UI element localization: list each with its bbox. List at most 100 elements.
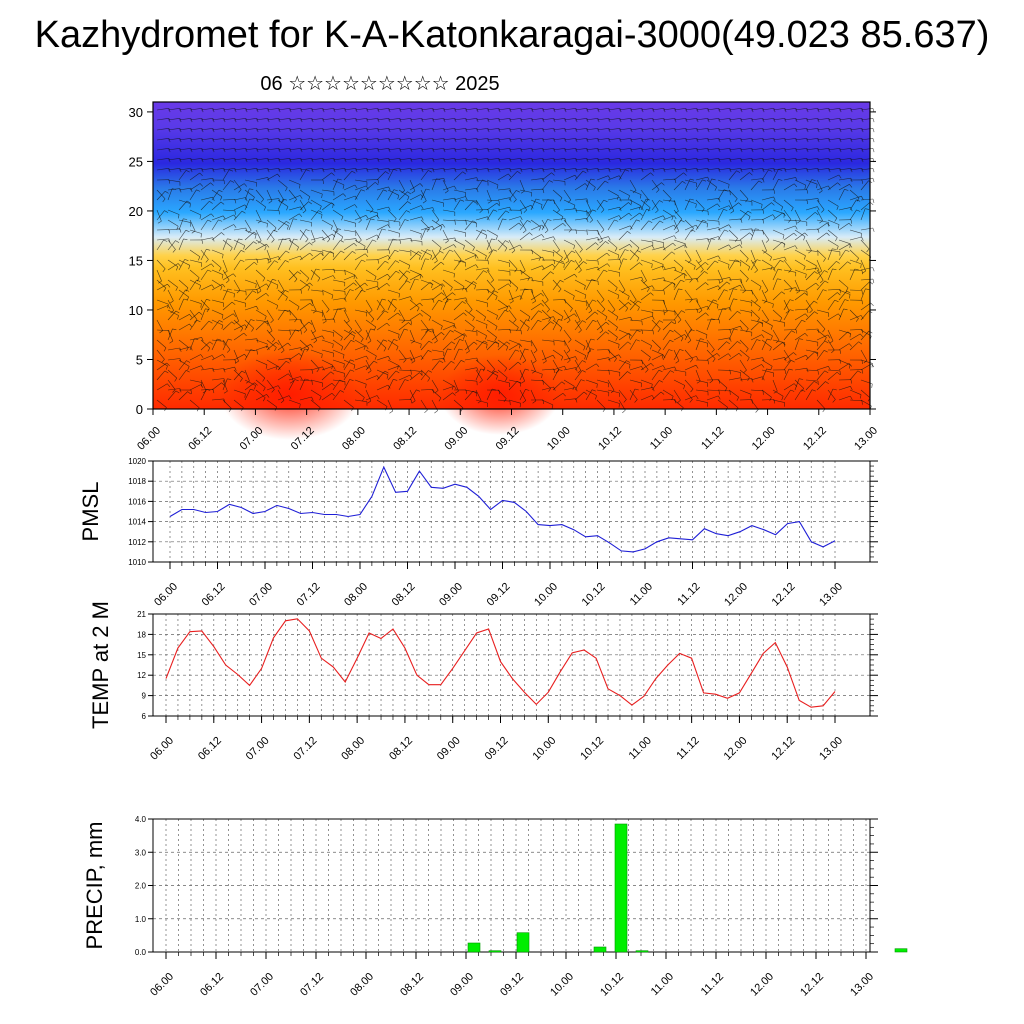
wind-barb-flag (482, 179, 487, 182)
wind-barb-flag (165, 190, 169, 194)
wind-barb-flag (445, 240, 449, 244)
wind-barb (838, 189, 845, 201)
wind-barb-flag (366, 158, 369, 163)
wind-barb (211, 168, 224, 171)
wind-barb (365, 108, 378, 111)
wind-barb (783, 158, 796, 161)
wind-barb-flag (682, 181, 686, 184)
wind-barb (761, 239, 767, 252)
wind-barb (244, 188, 250, 201)
wind-barb (596, 389, 609, 393)
wind-barb-flag (234, 366, 237, 371)
wind-barb (706, 299, 719, 305)
wind-barb-flag (331, 382, 335, 387)
wind-barb (178, 370, 187, 381)
wind-barb (618, 302, 629, 311)
wind-barb (805, 212, 816, 221)
wind-barb (684, 138, 697, 141)
wind-barb (838, 308, 844, 321)
wind-barb (651, 200, 660, 211)
wind-barb-flag (558, 319, 563, 321)
wind-barb-flag (275, 341, 280, 345)
wind-barb (662, 266, 675, 271)
wind-barb-flag (801, 319, 806, 323)
wind-barb (442, 185, 455, 191)
wind-barb-flag (270, 319, 274, 324)
wind-barb (717, 379, 728, 389)
wind-barb (321, 168, 334, 171)
wind-barb-flag (652, 330, 654, 335)
wind-barb-flag (597, 128, 600, 133)
wind-barb-flag (857, 370, 862, 374)
wind-barb (233, 179, 242, 190)
wind-barb (244, 118, 257, 121)
wind-barb (178, 170, 187, 181)
wind-barb (178, 279, 189, 289)
wind-barb-flag (388, 168, 391, 173)
wind-barb (211, 138, 224, 141)
wind-barb (431, 389, 442, 399)
wind-barb (673, 138, 686, 141)
wind-barb (827, 199, 839, 207)
wind-barb (486, 108, 499, 111)
wind-barb-flag (793, 352, 797, 356)
wind-barb (618, 299, 629, 309)
wind-barb-flag (352, 331, 356, 334)
wind-barb (288, 189, 297, 200)
wind-barb (794, 148, 807, 151)
wind-barb (332, 269, 346, 272)
wind-barb-flag (168, 148, 171, 153)
wind-barb-flag (340, 250, 345, 254)
wind-barb (772, 357, 785, 361)
wind-barb (794, 232, 805, 241)
wind-barb-flag (211, 355, 215, 360)
wind-barb (728, 138, 741, 141)
wind-barb (585, 389, 597, 396)
wind-barb-flag (599, 330, 604, 334)
wind-barb-flag (740, 158, 743, 163)
wind-barb (288, 369, 294, 382)
wind-barb-flag (231, 321, 236, 325)
wind-barb (706, 339, 715, 350)
wind-barb (673, 399, 684, 408)
wind-barb-flag (845, 287, 849, 292)
wind-barb (574, 138, 587, 141)
wind-barb (354, 282, 365, 291)
wind-barb-flag (617, 254, 620, 259)
wind-barb (574, 183, 586, 191)
wind-barb-flag (839, 118, 842, 123)
wind-barb-flag (522, 360, 526, 364)
wind-barb-flag (300, 158, 303, 163)
wind-barb (288, 195, 301, 201)
wind-barb (541, 271, 551, 281)
wind-barb (398, 357, 411, 361)
wind-barb-flag (487, 168, 490, 173)
wind-barb-flag (850, 118, 853, 123)
wind-barb (409, 108, 422, 111)
wind-barb-flag (545, 299, 549, 304)
wind-barb (849, 209, 857, 221)
wind-barb (288, 239, 299, 248)
wind-barb-flag (432, 138, 435, 143)
wind-barb (596, 263, 608, 271)
wind-barb-flag (285, 250, 290, 254)
wind-barb-flag (693, 265, 696, 270)
wind-barb-flag (377, 158, 380, 163)
wind-barb-flag (795, 138, 798, 143)
wind-barb (849, 158, 862, 161)
wind-barb (684, 395, 697, 401)
wind-barb-flag (832, 399, 836, 403)
wind-barb-flag (384, 260, 389, 264)
wind-barb (684, 269, 693, 280)
wind-barb-flag (532, 300, 536, 304)
wind-barb (332, 128, 345, 131)
wind-barb (508, 244, 521, 251)
wind-barb (178, 259, 190, 266)
wind-barb-flag (575, 158, 578, 163)
wind-barb-flag (865, 288, 870, 290)
wind-barb-flag (322, 179, 324, 184)
wind-barb (420, 189, 427, 201)
wind-barb (585, 118, 598, 121)
wind-barb-flag (836, 246, 839, 251)
wind-barb (365, 209, 378, 214)
